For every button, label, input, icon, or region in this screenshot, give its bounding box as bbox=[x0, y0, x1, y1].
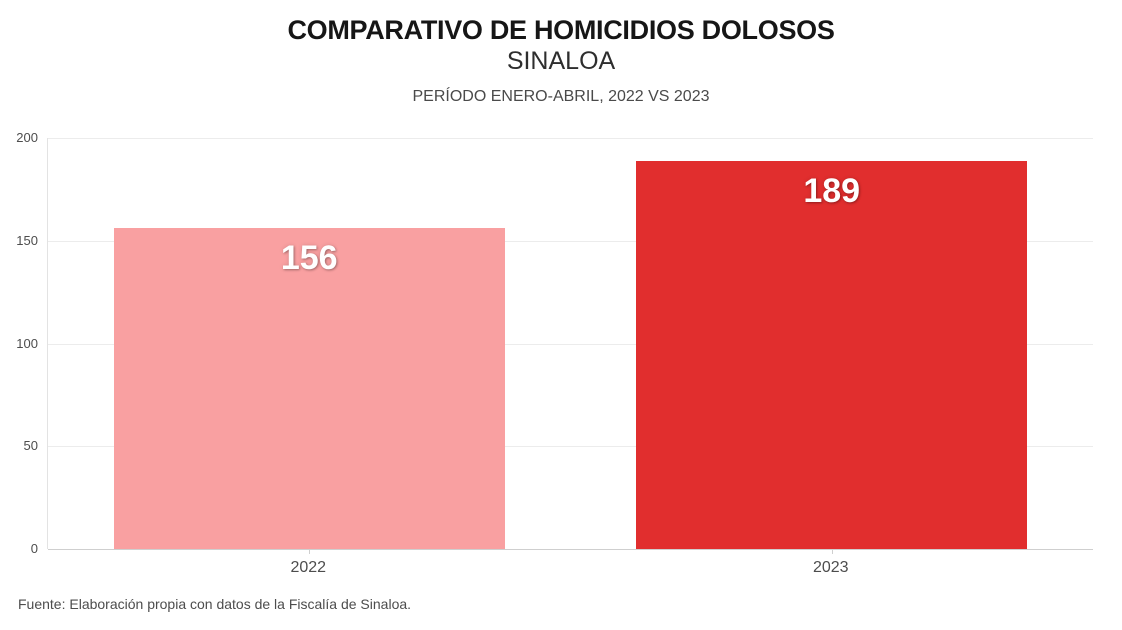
bar-value-label: 189 bbox=[803, 171, 861, 210]
plot-area: 156 189 bbox=[47, 138, 1093, 554]
x-category-label: 2022 bbox=[290, 559, 327, 576]
y-gridline bbox=[48, 138, 1093, 139]
x-tick-mark bbox=[831, 549, 833, 554]
x-category-label: 2023 bbox=[812, 559, 849, 576]
y-tick-label: 100 bbox=[16, 335, 38, 351]
bar-value-label: 156 bbox=[280, 239, 338, 278]
y-gridline bbox=[48, 343, 1093, 345]
bar-2023: 189 bbox=[636, 160, 1028, 549]
y-tick-label: 50 bbox=[23, 438, 38, 454]
y-tick-label: 0 bbox=[30, 541, 38, 556]
chart-subtitle: SINALOA bbox=[506, 47, 616, 75]
y-tick-label: 150 bbox=[16, 232, 38, 248]
y-gridline bbox=[48, 446, 1093, 448]
source-note: Fuente: Elaboración propia con datos de … bbox=[18, 596, 412, 612]
x-tick-mark bbox=[309, 549, 311, 554]
y-gridline bbox=[48, 240, 1093, 242]
chart-period-note: PERÍODO ENERO-ABRIL, 2022 VS 2023 bbox=[412, 88, 710, 105]
x-axis-baseline bbox=[48, 549, 1093, 550]
bar-2022: 156 bbox=[113, 228, 505, 549]
y-tick-label: 200 bbox=[16, 130, 38, 145]
chart-title: COMPARATIVO DE HOMICIDIOS DOLOSOS bbox=[287, 15, 835, 45]
